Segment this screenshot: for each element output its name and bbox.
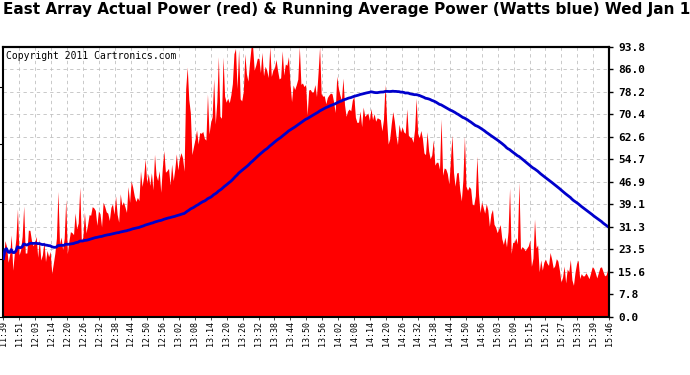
Text: Copyright 2011 Cartronics.com: Copyright 2011 Cartronics.com	[6, 51, 176, 61]
Text: East Array Actual Power (red) & Running Average Power (Watts blue) Wed Jan 19 15: East Array Actual Power (red) & Running …	[3, 2, 690, 17]
